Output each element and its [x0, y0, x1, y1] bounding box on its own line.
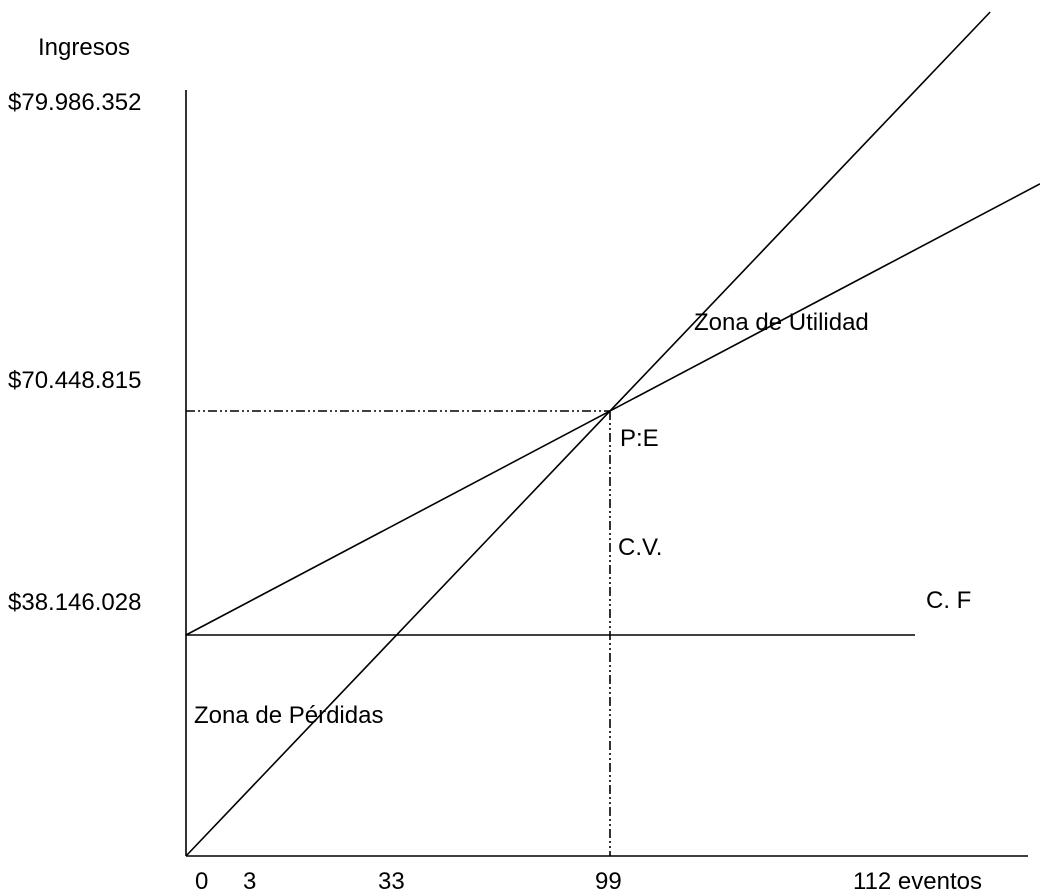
x-tick-label: 112 eventos: [853, 868, 982, 894]
x-tick-label: 33: [378, 868, 405, 894]
x-tick-label: 3: [243, 868, 256, 894]
y-axis-label: Ingresos: [38, 34, 130, 61]
y-tick-label: $70.448.815: [8, 367, 141, 394]
y-tick-label: $79.986.352: [8, 89, 141, 116]
loss-zone-label: Zona de Pérdidas: [194, 702, 383, 729]
fixed-cost-label: C. F: [926, 587, 971, 614]
profit-zone-label: Zona de Utilidad: [694, 309, 869, 336]
revenue-line: [185, 11, 991, 857]
x-tick-label: 99: [595, 868, 622, 894]
variable-cost-label: C.V.: [618, 534, 662, 561]
break-even-label: P:E: [620, 425, 659, 452]
y-tick-label: $38.146.028: [8, 589, 141, 616]
x-tick-label: 0: [195, 868, 208, 894]
total-cost-line: [185, 183, 1040, 636]
